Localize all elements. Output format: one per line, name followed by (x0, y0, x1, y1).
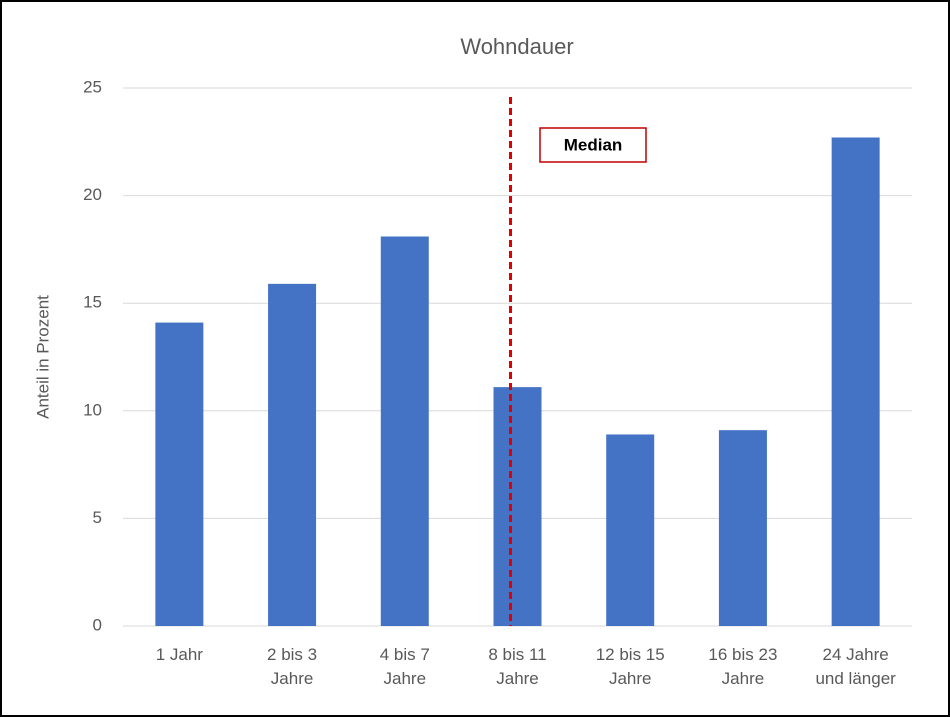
x-tick-label: 1 Jahr (155, 645, 203, 664)
bar (380, 236, 429, 626)
x-tick-label: 16 bis 23 Jahre (708, 645, 778, 688)
bar (268, 283, 317, 626)
x-tick-label: 4 bis 7 Jahre (379, 645, 430, 688)
bar (831, 137, 880, 626)
y-tick-label: 15 (83, 293, 102, 312)
y-tick-label: 20 (83, 185, 102, 204)
x-tick-label: 2 bis 3 Jahre (267, 645, 318, 688)
bar (155, 322, 204, 626)
y-tick-label: 0 (93, 615, 102, 634)
bar (718, 430, 767, 626)
annotation: Median (564, 135, 623, 154)
y-tick-label: 25 (83, 77, 102, 96)
annotation-box (539, 127, 647, 163)
x-tick-label: 12 bis 15 Jahre (595, 645, 665, 688)
y-tick-label: 10 (83, 400, 102, 419)
bar (493, 387, 542, 626)
chart-title: Wohndauer (460, 34, 573, 59)
bar (606, 434, 655, 626)
x-tick-label: 8 bis 11 Jahre (488, 645, 547, 688)
y-tick-label: 5 (93, 508, 102, 527)
x-tick-label: 24 Jahre und länger (815, 645, 896, 688)
y-axis-label: Anteil in Prozent (33, 295, 52, 419)
